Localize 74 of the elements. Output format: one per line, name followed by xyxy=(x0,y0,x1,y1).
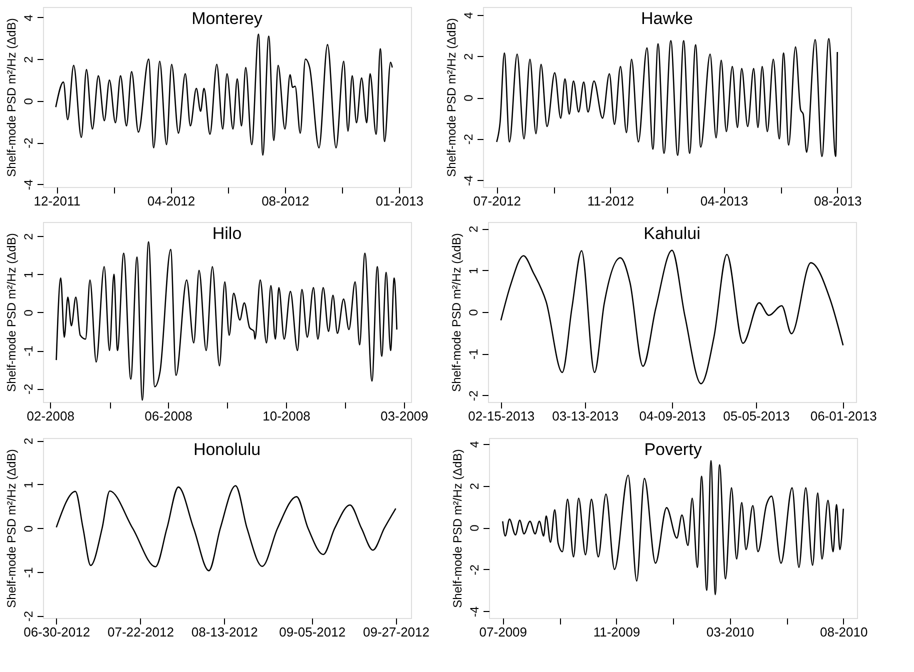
x-tick-label: 03-13-2013 xyxy=(552,408,619,424)
y-tick-label: 2 xyxy=(468,482,482,490)
y-tick-label: -4 xyxy=(462,175,476,186)
y-tick-label: -2 xyxy=(462,134,476,145)
y-tick-label: -2 xyxy=(22,137,36,148)
chart-title: Monterey xyxy=(192,9,263,28)
y-tick-label: 0 xyxy=(462,94,476,102)
y-tick-label: 2 xyxy=(462,53,476,60)
x-tick-label: 11-2009 xyxy=(593,624,640,640)
x-tick-label: 03-2010 xyxy=(706,624,754,640)
y-tick-label: 1 xyxy=(22,481,36,488)
y-tick-label: 2 xyxy=(22,437,36,444)
x-tick-label: 06-01-2013 xyxy=(810,408,877,424)
x-tick-label: 02-15-2013 xyxy=(468,408,535,424)
x-tick-label: 05-05-2013 xyxy=(723,408,790,424)
y-tick-label: -2 xyxy=(22,610,36,622)
chart-title: Poverty xyxy=(644,440,702,459)
x-tick-label: 01-2013 xyxy=(376,194,424,208)
y-tick-label: 1 xyxy=(466,267,480,274)
y-tick-label: -1 xyxy=(22,566,36,578)
chart-title: Hawke xyxy=(641,9,693,28)
y-tick-label: 4 xyxy=(468,440,482,448)
line-series xyxy=(55,33,393,156)
y-tick-label: 2 xyxy=(22,56,36,63)
x-tick-label: 07-22-2012 xyxy=(107,624,174,640)
x-tick-label: 09-05-2012 xyxy=(279,624,346,640)
chart-title: Honolulu xyxy=(193,440,261,459)
x-tick-label: 04-2012 xyxy=(147,194,196,208)
y-tick-label: 2 xyxy=(466,226,480,233)
y-axis-title: Shelf-mode PSD m²/Hz (ΔdB) xyxy=(450,233,464,392)
y-tick-label: -4 xyxy=(22,179,36,190)
y-tick-label: 4 xyxy=(22,14,36,22)
x-tick-label: 06-2008 xyxy=(144,408,192,424)
y-tick-label: -1 xyxy=(466,348,480,360)
x-tick-label: 06-30-2012 xyxy=(24,624,90,640)
chart-title: Kahului xyxy=(644,224,700,243)
line-series xyxy=(56,485,396,572)
x-tick-label: 04-2013 xyxy=(700,194,748,208)
x-tick-label: 08-2010 xyxy=(820,624,868,640)
x-tick-label: 11-2012 xyxy=(587,194,634,208)
chart-title: Hilo xyxy=(212,224,242,243)
line-series xyxy=(56,241,398,401)
y-tick-label: 1 xyxy=(22,271,36,278)
y-axis-title: Shelf-mode PSD m²/Hz (ΔdB) xyxy=(4,233,18,392)
x-tick-label: 03-2009 xyxy=(380,408,428,424)
y-tick-label: -2 xyxy=(468,564,482,576)
y-tick-label: -4 xyxy=(468,606,482,618)
y-tick-label: 4 xyxy=(462,12,476,19)
y-axis-title: Shelf-mode PSD m²/Hz (ΔdB) xyxy=(4,18,18,177)
x-tick-label: 08-2012 xyxy=(262,194,310,208)
y-tick-label: -2 xyxy=(22,383,36,394)
x-tick-label: 04-09-2013 xyxy=(639,408,706,424)
y-tick-label: 2 xyxy=(22,232,36,240)
x-tick-label: 02-2008 xyxy=(26,408,74,424)
line-series xyxy=(500,250,844,384)
x-tick-label: 10-2008 xyxy=(262,408,310,424)
x-tick-label: 08-13-2012 xyxy=(191,624,258,640)
y-tick-label: -2 xyxy=(466,390,480,402)
y-tick-label: 0 xyxy=(22,309,36,316)
y-axis-title: Shelf-mode PSD m²/Hz (ΔdB) xyxy=(450,449,464,608)
x-tick-label: 09-27-2012 xyxy=(362,624,430,640)
x-tick-label: 07-2009 xyxy=(479,624,528,640)
y-axis-title: Shelf-mode PSD m²/Hz (ΔdB) xyxy=(4,449,18,608)
y-tick-label: 0 xyxy=(466,308,480,316)
y-tick-label: 0 xyxy=(22,525,36,532)
y-tick-label: 0 xyxy=(468,524,482,532)
line-series xyxy=(502,460,844,596)
x-tick-label: 07-2012 xyxy=(473,194,522,208)
x-tick-label: 12-2011 xyxy=(34,194,81,208)
y-tick-label: -1 xyxy=(22,345,36,356)
x-tick-label: 08-2013 xyxy=(814,194,862,208)
line-series xyxy=(496,38,838,158)
y-tick-label: 0 xyxy=(22,98,36,105)
y-axis-title: Shelf-mode PSD m²/Hz (ΔdB) xyxy=(444,18,458,177)
